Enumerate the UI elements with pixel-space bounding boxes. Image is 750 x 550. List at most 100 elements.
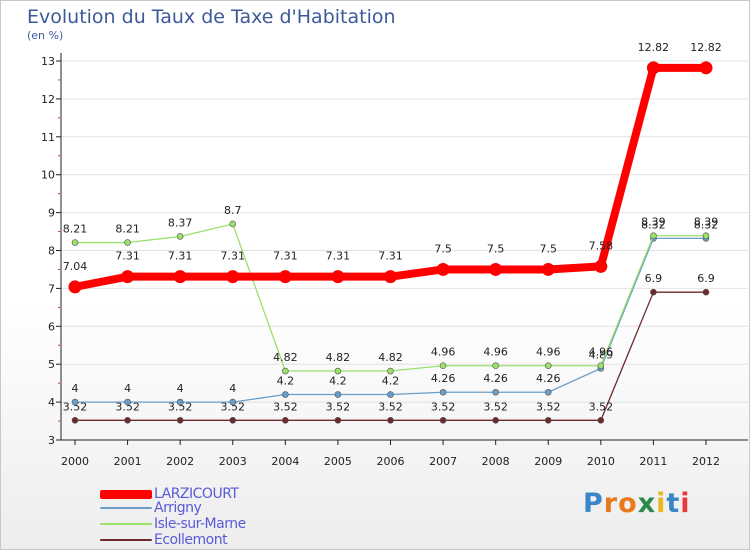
data-label-isle-sur-marne: 8.21 [115,223,140,236]
data-label-isle-sur-marne: 8.39 [641,216,666,229]
logo-letter: x [637,488,657,519]
data-label-isle-sur-marne: 8.39 [694,216,719,229]
data-point-arrigny [176,398,184,406]
x-tick-label: 2002 [166,455,194,468]
data-label-larzicourt: 7.5 [540,242,558,255]
data-point-larzicourt [121,270,135,284]
data-label-larzicourt: 12.82 [690,41,722,54]
data-point-larzicourt [541,262,555,276]
data-point-arrigny [439,388,447,396]
legend-swatch-ecollemont [100,539,152,541]
legend-swatch-arrigny [100,507,152,509]
x-tick-label: 2004 [271,455,299,468]
y-tick-label: 13 [41,55,55,68]
data-point-isle-sur-marne [282,367,289,375]
data-label-arrigny: 4.26 [431,372,456,385]
data-point-ecollemont [702,288,710,296]
data-point-ecollemont [229,416,237,424]
data-point-larzicourt [173,270,187,284]
legend-item-arrigny: Arrigny [100,500,202,516]
data-label-larzicourt: 7.58 [589,239,614,252]
data-point-ecollemont [71,416,79,424]
data-label-arrigny: 4 [124,382,131,395]
data-label-isle-sur-marne: 4.96 [483,346,508,359]
data-point-isle-sur-marne [544,362,552,370]
x-tick-label: 2007 [429,455,457,468]
data-label-ecollemont: 3.52 [221,400,246,413]
data-label-larzicourt: 7.5 [434,242,452,255]
data-point-ecollemont [124,416,131,424]
data-point-larzicourt [699,61,713,75]
legend-swatch-isle-sur-marne [100,523,152,525]
data-label-arrigny: 8.32 [641,218,666,231]
data-label-ecollemont: 3.52 [536,400,561,413]
data-point-larzicourt [278,270,292,284]
data-point-larzicourt [226,270,240,284]
data-point-larzicourt [436,262,450,276]
data-point-ecollemont [650,288,657,296]
data-label-larzicourt: 7.5 [487,242,505,255]
data-point-isle-sur-marne [387,367,394,375]
data-label-ecollemont: 3.52 [483,400,508,413]
logo-letter: o [618,488,638,519]
data-point-isle-sur-marne [650,232,657,240]
data-label-isle-sur-marne: 4.82 [326,351,351,364]
data-point-ecollemont [282,416,289,424]
y-tick-label: 4 [48,396,55,409]
x-tick-label: 2005 [324,455,352,468]
proxiti-logo: Proxiti [583,488,691,519]
data-point-arrigny [229,398,237,406]
data-point-ecollemont [439,416,447,424]
data-point-arrigny [492,388,499,396]
logo-letter: P [583,488,604,519]
x-tick-label: 2000 [61,455,89,468]
logo-letter: r [603,488,619,519]
y-tick-label: 10 [41,169,55,182]
data-label-ecollemont: 3.52 [589,400,614,413]
y-tick-label: 6 [48,320,55,333]
y-tick-label: 8 [48,245,55,258]
data-label-larzicourt: 7.31 [115,250,140,263]
data-label-ecollemont: 3.52 [273,400,298,413]
x-tick-label: 2003 [219,455,247,468]
data-label-larzicourt: 7.31 [378,250,403,263]
data-point-larzicourt [489,262,503,276]
data-label-larzicourt: 7.31 [221,250,246,263]
data-point-larzicourt [68,280,82,294]
data-point-arrigny [387,391,394,398]
data-point-ecollemont [544,416,552,424]
data-point-isle-sur-marne [176,233,184,240]
logo-letter: i [656,488,667,519]
data-label-isle-sur-marne: 4.96 [431,346,456,359]
data-label-ecollemont: 3.52 [115,400,140,413]
data-point-isle-sur-marne [597,362,605,370]
data-label-ecollemont: 3.52 [431,400,456,413]
y-tick-label: 5 [48,358,55,371]
data-label-isle-sur-marne: 4.96 [536,346,561,359]
data-label-larzicourt: 7.04 [63,260,88,273]
data-point-larzicourt [594,259,608,273]
data-point-arrigny [334,391,342,398]
y-tick-label: 9 [48,207,55,220]
data-point-isle-sur-marne [439,362,447,370]
data-point-ecollemont [334,416,342,424]
data-point-larzicourt [331,270,345,284]
data-label-isle-sur-marne: 8.21 [63,223,88,236]
data-label-ecollemont: 3.52 [326,400,351,413]
data-label-arrigny: 4.2 [382,375,400,388]
data-point-isle-sur-marne [229,220,237,228]
y-tick-label: 12 [41,93,55,106]
data-point-larzicourt [384,270,397,284]
legend-label-larzicourt: LARZICOURT [154,486,239,502]
data-label-ecollemont: 6.9 [645,272,663,285]
data-point-isle-sur-marne [492,362,499,370]
data-label-larzicourt: 7.31 [273,250,298,263]
data-label-arrigny: 4.26 [483,372,508,385]
data-point-ecollemont [176,416,184,424]
data-label-arrigny: 4.2 [329,375,347,388]
legend-label-isle-sur-marne: Isle-sur-Marne [154,516,246,532]
data-point-ecollemont [387,416,394,424]
x-tick-label: 2010 [587,455,615,468]
data-point-isle-sur-marne [334,367,342,375]
